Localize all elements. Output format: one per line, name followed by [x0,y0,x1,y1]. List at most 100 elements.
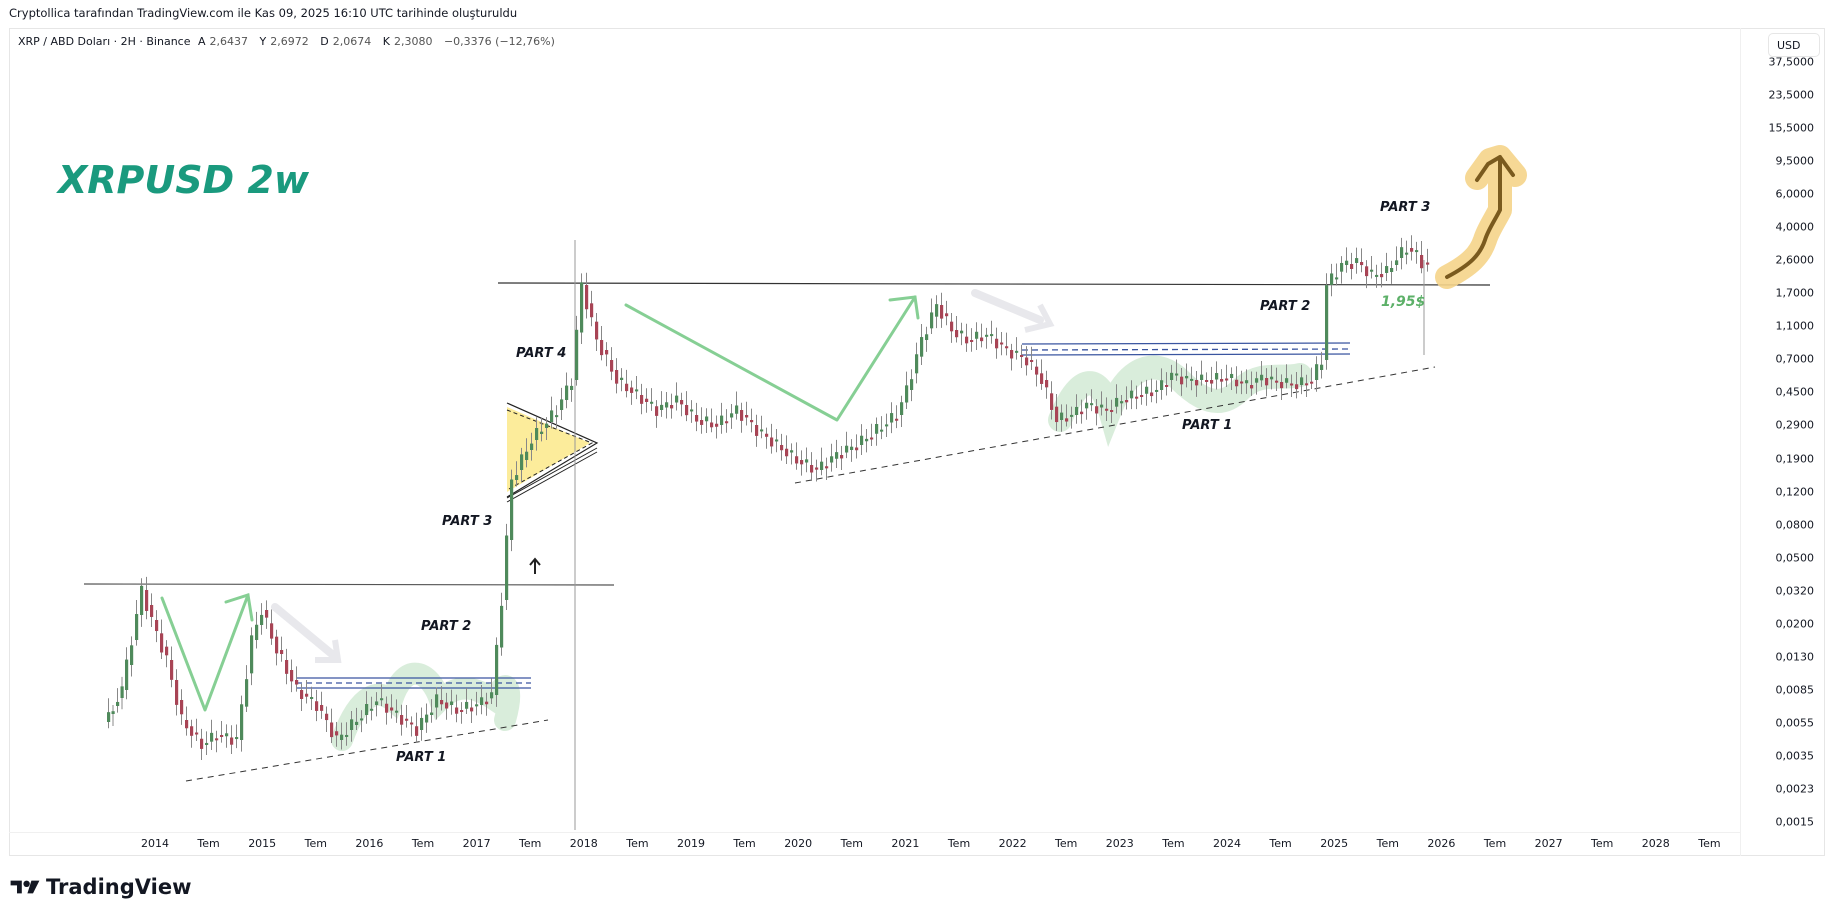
price-tick: 0,0015 [1775,815,1815,829]
candle-down [220,735,224,737]
time-tick: 2027 [1534,837,1563,850]
candle-down [1025,357,1029,366]
wave-highlight-right [1048,355,1312,447]
candle-down [825,466,829,469]
candle-down [185,720,189,729]
candle-up [345,734,349,737]
price-tick: 9,5000 [1775,154,1815,168]
candle-down [415,726,419,736]
candle-down [315,701,319,711]
candle-down [1310,381,1314,384]
symbol-legend: XRP / ABD Doları · 2H · Binance A 2,6437 … [18,35,555,48]
symbol-name[interactable]: XRP / ABD Doları · 2H · Binance [18,35,191,48]
candle-down [295,680,299,685]
candle-up [820,461,824,470]
candle-up [430,712,434,715]
time-tick: 2026 [1427,837,1456,850]
candle-up [915,354,919,374]
candle-up [935,304,939,317]
candle-down [645,398,649,402]
candle-up [1255,378,1259,383]
time-tick: Tem [626,837,649,850]
candle-up [1415,250,1419,253]
candle-up [250,635,254,674]
candle-down [795,456,799,464]
candle-up [775,439,779,442]
candle-up [1060,412,1064,420]
candle-down [1065,418,1069,422]
candle-up [540,431,544,434]
candle-up [760,429,764,432]
candle-up [1340,262,1344,272]
candle-up [620,377,624,380]
price-tick: 37,5000 [1768,55,1815,69]
close-value: 2,3080 [393,35,433,48]
candle-down [950,321,954,332]
candle-up [1390,267,1394,272]
candle-down [855,447,859,451]
candle-up [120,686,124,698]
candle-up [960,330,964,334]
candle-up [1075,406,1079,415]
candle-up [225,733,229,737]
candle-down [290,670,294,682]
candle-up [560,399,564,410]
candle-down [870,437,874,440]
time-tick: Tem [1055,837,1078,850]
candle-up [905,385,909,403]
time-axis[interactable]: 2014 Tem 2015 Tem 2016 Tem 2017 Tem 2018 Tem 2019 T… [9,832,1740,855]
candle-up [1330,273,1334,285]
candle-up [1070,414,1074,417]
candle-down [1010,350,1014,359]
time-tick: 2024 [1213,837,1241,850]
candle-down [945,313,949,317]
candle-down [780,445,784,451]
chart-canvas[interactable] [9,28,1740,832]
candle-down [485,701,489,705]
tradingview-logo-icon [10,880,40,894]
candle-up [365,704,369,715]
candle-up [505,535,509,600]
time-tick: 2020 [784,837,813,850]
tradingview-logo[interactable]: TradingView [10,875,191,899]
tradingview-wordmark: TradingView [46,875,192,899]
candle-up [475,704,479,707]
price-tick: 0,0085 [1775,683,1815,697]
candle-up [525,451,529,460]
candle-down [215,738,219,741]
candle-up [380,698,384,701]
candle-down [745,415,749,418]
candle-down [840,455,844,459]
time-tick: 2015 [248,837,277,850]
candle-up [805,459,809,463]
candle-up [140,585,144,615]
candle-up [705,416,709,422]
candle-down [595,321,599,340]
candle-up [375,701,379,705]
candle-down [625,383,629,392]
currency-button[interactable]: USD [1768,33,1820,57]
candle-up [1405,252,1409,255]
price-tick: 23,5000 [1768,88,1815,102]
candle-up [1400,247,1404,258]
candle-down [1275,380,1279,383]
label-part1-left: PART 1 [396,750,447,765]
candle-up [720,415,724,425]
candle-up [885,424,889,427]
candle-up [210,732,214,742]
candle-up [1270,376,1274,380]
time-tick: 2019 [677,837,705,850]
price-tick: 0,0130 [1775,650,1815,664]
candle-up [1100,404,1104,408]
candle-down [1095,406,1099,414]
candle-up [1395,260,1399,265]
candle-down [810,465,814,473]
candle-down [1055,406,1059,423]
candle-up [465,701,469,709]
candle-down [615,370,619,384]
label-part2-right: PART 2 [1260,299,1311,314]
candle-down [1105,408,1109,411]
candle-down [1195,380,1199,386]
candle-up [1190,378,1194,381]
price-axis[interactable]: 37,5000 23,5000 15,5000 9,5000 6,0000 4,0000 2… [1740,28,1826,856]
